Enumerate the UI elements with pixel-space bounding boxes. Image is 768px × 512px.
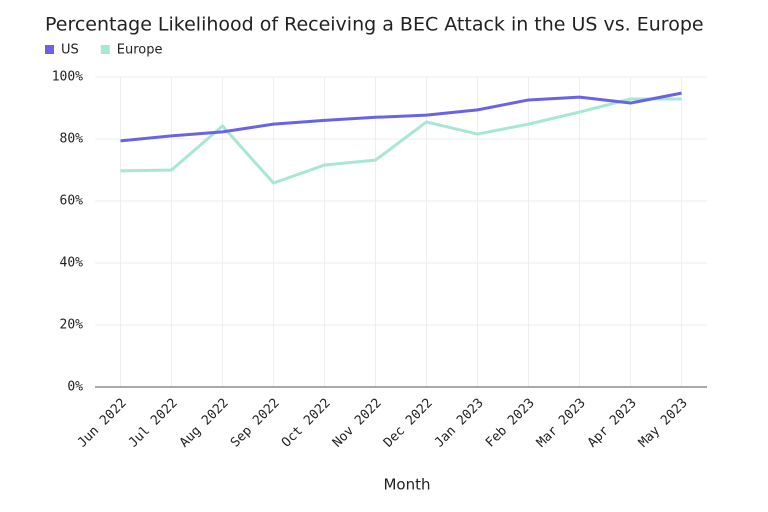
x-tick-label: Sep 2022 (228, 396, 283, 451)
x-tick-label: May 2023 (636, 396, 691, 451)
x-tick-label: Feb 2023 (483, 396, 538, 451)
series-line (120, 97, 682, 185)
y-tick-label: 100% (52, 70, 83, 85)
x-tick-label: Oct 2022 (279, 396, 334, 451)
legend-swatch (45, 45, 54, 54)
x-tick-label: Mar 2023 (534, 396, 589, 451)
legend-label: US (61, 43, 79, 58)
legend-swatch (100, 45, 110, 54)
y-tick-label: 80% (60, 132, 84, 147)
x-tick-label: Aug 2022 (177, 396, 232, 451)
x-tick-label: Jul 2022 (126, 396, 181, 451)
x-axis-title: Month (383, 476, 430, 494)
y-tick-label: 20% (60, 318, 84, 333)
y-tick-label: 0% (67, 380, 83, 395)
x-tick-label: Jan 2023 (432, 396, 487, 451)
y-tick-label: 40% (60, 256, 84, 271)
x-tick-label: Dec 2022 (381, 396, 436, 451)
series-line (120, 91, 682, 143)
x-tick-label: Apr 2023 (585, 396, 640, 451)
y-tick-label: 60% (60, 194, 84, 209)
chart-title: Percentage Likelihood of Receiving a BEC… (45, 14, 704, 36)
x-tick-label: Jun 2022 (75, 396, 130, 451)
x-tick-label: Nov 2022 (330, 396, 385, 451)
legend-label: Europe (117, 43, 163, 58)
